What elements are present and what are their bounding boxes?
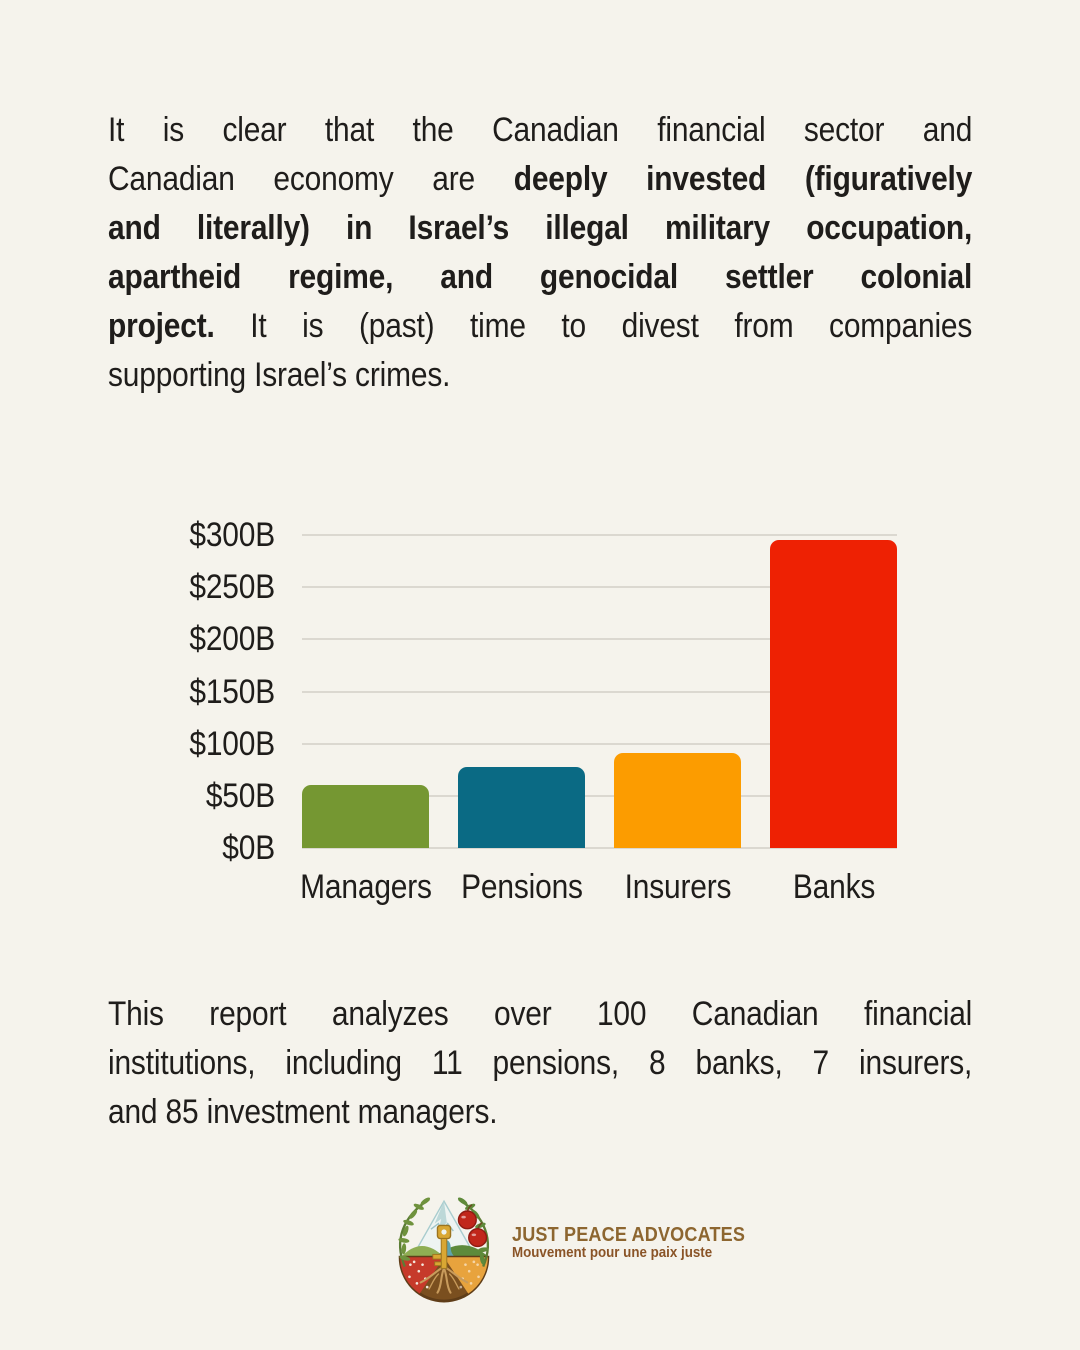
gridline bbox=[302, 690, 897, 693]
x-label-managers: Managers bbox=[299, 868, 432, 906]
text-line: Canadian economy are deeply invested (fi… bbox=[108, 155, 972, 204]
gridline bbox=[302, 638, 897, 641]
text-line: This report analyzes over 100 Canadian f… bbox=[108, 990, 972, 1039]
olive-branch-icon bbox=[398, 1197, 431, 1267]
text-segment: Canadian economy are bbox=[108, 160, 514, 198]
bold-text-segment: and literally) in Israel’s illegal milit… bbox=[108, 209, 973, 247]
gridline bbox=[302, 794, 897, 797]
text-line: institutions, including 11 pensions, 8 b… bbox=[108, 1039, 972, 1088]
text-segment: and 85 investment managers. bbox=[108, 1093, 498, 1131]
key-icon bbox=[432, 1224, 452, 1269]
text-line: and 85 investment managers. bbox=[108, 1088, 972, 1137]
intro-paragraph: It is clear that the Canadian financial … bbox=[108, 106, 972, 400]
y-tick-label: $250B bbox=[189, 568, 275, 607]
text-line: supporting Israel’s crimes. bbox=[108, 351, 972, 400]
y-tick-label: $100B bbox=[189, 724, 275, 763]
y-tick-label: $300B bbox=[189, 516, 275, 554]
text-line: It is clear that the Canadian financial … bbox=[108, 106, 972, 155]
logo-tagline: Mouvement pour une paix juste bbox=[512, 1245, 713, 1261]
logo-emblem bbox=[398, 1197, 490, 1303]
bar-insurers bbox=[614, 753, 741, 848]
text-line: apartheid regime, and genocidal settler … bbox=[108, 253, 972, 302]
text-segment: This report analyzes over 100 Canadian f… bbox=[108, 995, 973, 1033]
y-tick-label: $200B bbox=[189, 620, 275, 659]
text-line: and literally) in Israel’s illegal milit… bbox=[108, 204, 972, 253]
y-tick-label: $0B bbox=[222, 829, 275, 867]
text-segment: supporting Israel’s crimes. bbox=[108, 356, 451, 394]
y-tick-label: $50B bbox=[205, 776, 275, 815]
bold-text-segment: apartheid regime, and genocidal settler … bbox=[108, 258, 973, 296]
bar-managers bbox=[302, 785, 429, 848]
text-segment: institutions, including 11 pensions, 8 b… bbox=[108, 1044, 973, 1082]
logo-title: JUST PEACE ADVOCATES bbox=[512, 1223, 746, 1246]
bar-banks bbox=[770, 540, 897, 848]
text-segment: It is (past) time to divest from compani… bbox=[214, 307, 973, 345]
y-tick-label: $150B bbox=[189, 672, 275, 711]
text-line: project. It is (past) time to divest fro… bbox=[108, 302, 972, 351]
closing-paragraph: This report analyzes over 100 Canadian f… bbox=[108, 990, 972, 1137]
x-label-insurers: Insurers bbox=[624, 868, 731, 906]
bold-text-segment: deeply invested (figuratively bbox=[513, 160, 973, 198]
gridline bbox=[302, 586, 897, 589]
apple-branch-icon bbox=[457, 1197, 490, 1267]
bowl-icon bbox=[398, 1255, 490, 1303]
x-label-banks: Banks bbox=[792, 868, 875, 906]
gridline bbox=[302, 534, 897, 536]
bar-pensions bbox=[458, 766, 585, 848]
bold-text-segment: project. bbox=[108, 307, 215, 345]
gridline bbox=[302, 742, 897, 745]
text-segment: It is clear that the Canadian financial … bbox=[108, 111, 973, 149]
gridline bbox=[302, 847, 897, 849]
x-label-pensions: Pensions bbox=[460, 868, 583, 906]
